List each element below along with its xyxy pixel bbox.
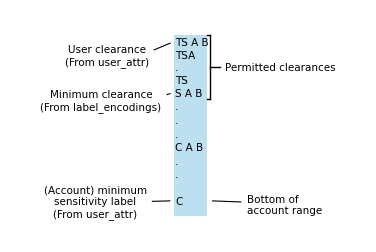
Text: Bottom of
account range: Bottom of account range — [212, 194, 322, 216]
Text: C: C — [175, 196, 183, 206]
Text: TSA: TSA — [175, 50, 196, 60]
Text: C A B: C A B — [175, 143, 203, 153]
Text: TS: TS — [175, 76, 188, 86]
Text: .: . — [175, 156, 179, 166]
Text: S A B: S A B — [175, 88, 203, 98]
Text: (Account) minimum
sensitivity label
(From user_attr): (Account) minimum sensitivity label (Fro… — [44, 185, 170, 219]
Text: Permitted clearances: Permitted clearances — [225, 63, 335, 73]
Text: TS A B: TS A B — [175, 38, 209, 48]
Text: User clearance
(From user_attr): User clearance (From user_attr) — [65, 44, 170, 68]
Bar — [174, 36, 207, 216]
Text: .: . — [175, 102, 179, 112]
Text: .: . — [175, 63, 179, 73]
Text: .: . — [175, 115, 179, 125]
Text: .: . — [175, 170, 179, 180]
Text: Minimum clearance
(From label_encodings): Minimum clearance (From label_encodings) — [40, 90, 170, 112]
Text: .: . — [175, 129, 179, 139]
